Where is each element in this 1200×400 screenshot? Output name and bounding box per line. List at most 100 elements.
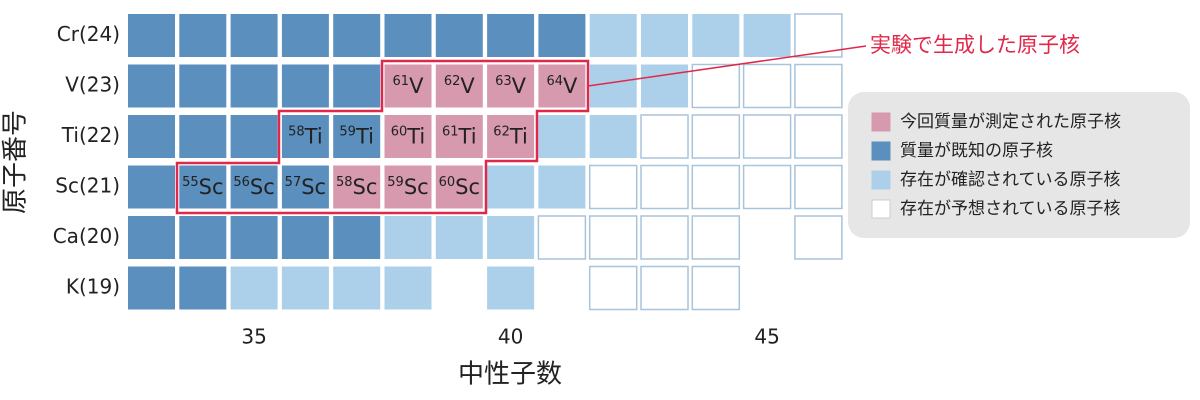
mass-number: 55 [182, 175, 199, 190]
nuclide-cell [640, 114, 689, 159]
element-symbol: Sc [301, 175, 326, 199]
nuclide-cell [794, 63, 843, 109]
nuclide-label: 61Ti [442, 124, 477, 149]
element-symbol: V [460, 74, 475, 98]
nuclide-cell [281, 216, 329, 259]
nuclide-cell [589, 64, 637, 108]
nuclide-cell [281, 115, 329, 158]
nuclide-cell [333, 64, 381, 108]
nuclide-label: 60Sc [439, 175, 480, 200]
element-symbol: Sc [353, 175, 378, 199]
mass-number: 56 [233, 175, 250, 190]
nuclide-label: 62Ti [493, 124, 528, 149]
element-symbol: Ti [509, 125, 528, 149]
nuclide-cell [691, 215, 741, 260]
element-symbol: Ti [406, 125, 425, 149]
nuclide-cell [230, 266, 278, 310]
element-symbol: Ti [304, 125, 323, 149]
legend-swatch [871, 199, 891, 219]
nuclide-label: 57Sc [285, 175, 326, 200]
nuclide-label: 64V [546, 74, 578, 99]
nuclide-cell [179, 266, 227, 310]
nuclide-cell [333, 14, 381, 57]
nuclide-label: 55Sc [182, 175, 223, 200]
nuclide-cell [230, 14, 278, 57]
nuclide-cell [691, 265, 741, 311]
nuclide-cell [435, 115, 483, 158]
nuclide-cell [794, 164, 843, 210]
nuclide-cell [589, 14, 637, 57]
nuclide-cell [742, 164, 792, 210]
mass-number: 60 [439, 175, 456, 190]
legend-swatch [871, 112, 891, 132]
row-label: K(19) [66, 275, 120, 299]
x-tick-label: 45 [754, 325, 779, 349]
mass-number: 58 [288, 124, 305, 139]
legend-swatch [871, 141, 891, 161]
nuclide-cell [487, 216, 535, 259]
element-symbol: Ti [458, 125, 477, 149]
nuclide-cell [538, 64, 586, 108]
nuclide-label: 56Sc [233, 175, 274, 200]
nuclide-cell [487, 14, 535, 57]
nuclide-cell [742, 114, 792, 159]
nuclide-cell [641, 64, 688, 108]
nuclide-cell [588, 215, 638, 260]
nuclide-cell [435, 165, 483, 209]
nuclide-cell [333, 266, 381, 310]
nuclide-cell [487, 266, 535, 310]
element-symbol: V [409, 74, 424, 98]
nuclide-cell [384, 266, 432, 310]
nuclide-cell [435, 64, 483, 108]
mass-number: 61 [442, 124, 459, 139]
element-symbol: Sc [199, 175, 224, 199]
nuclide-cell [487, 64, 535, 108]
nuclide-cell [179, 165, 227, 209]
nuclide-cell [588, 164, 638, 210]
nuclide-cell [384, 216, 432, 259]
nuclide-label: 62V [444, 74, 476, 99]
nuclide-cell [691, 164, 741, 210]
nuclide-cell [281, 165, 329, 209]
nuclide-cell [537, 215, 587, 260]
nuclide-cell [230, 64, 278, 108]
nuclide-cell [538, 14, 586, 57]
annotation-line [587, 45, 867, 87]
nuclide-cell [179, 115, 227, 158]
nuclide-cell [281, 14, 329, 57]
nuclide-cell [128, 64, 175, 108]
row-label: Cr(24) [57, 22, 120, 46]
element-symbol: V [512, 74, 527, 98]
nuclide-cell [333, 216, 381, 259]
nuclide-cell [333, 165, 381, 209]
mass-number: 62 [493, 124, 510, 139]
annotation: 実験で生成した原子核 [870, 33, 1080, 57]
nuclide-label: 60Ti [391, 124, 426, 149]
legend-label: 今回質量が測定された原子核 [900, 112, 1121, 132]
nuclide-cell [743, 14, 791, 57]
nuclide-cell [333, 115, 381, 158]
cell-grid [128, 13, 843, 311]
nuclide-cell [435, 14, 483, 57]
row-label: V(23) [65, 73, 120, 97]
nuclide-cell [794, 13, 843, 58]
nuclide-cell [641, 14, 688, 57]
nuclide-cell [230, 165, 278, 209]
nuclide-cell [640, 215, 689, 260]
mass-number: 61 [393, 74, 410, 89]
nuclide-cell [691, 114, 741, 159]
nuclide-cell [384, 115, 432, 158]
nuclide-cell [640, 164, 689, 210]
nuclide-label: 59Sc [387, 175, 428, 200]
nuclide-cell [128, 216, 175, 259]
nuclide-label: 58Sc [336, 175, 377, 200]
x-tick-label: 35 [241, 325, 266, 349]
mass-number: 57 [285, 175, 302, 190]
nuclide-label: 58Ti [288, 124, 323, 149]
nuclide-cell [640, 265, 689, 311]
nuclide-cell [384, 14, 432, 57]
row-label: Ti(22) [61, 123, 120, 147]
nuclide-cell [230, 216, 278, 259]
element-symbol: Ti [355, 125, 374, 149]
nuclide-cell [794, 215, 843, 260]
